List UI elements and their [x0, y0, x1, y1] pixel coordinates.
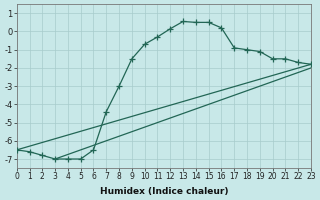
X-axis label: Humidex (Indice chaleur): Humidex (Indice chaleur): [100, 187, 228, 196]
